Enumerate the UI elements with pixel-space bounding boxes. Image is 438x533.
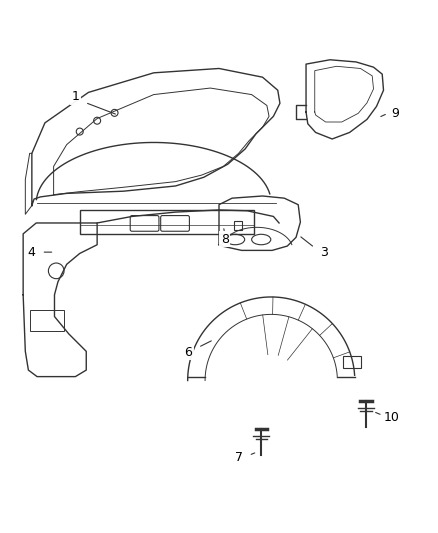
Text: 7: 7 <box>235 450 243 464</box>
Text: 6: 6 <box>184 346 192 359</box>
Text: 9: 9 <box>391 107 399 120</box>
Text: 8: 8 <box>221 232 229 246</box>
Text: 1: 1 <box>71 90 79 103</box>
Text: 10: 10 <box>384 411 400 424</box>
Text: 3: 3 <box>320 246 328 259</box>
Text: 4: 4 <box>27 246 35 259</box>
